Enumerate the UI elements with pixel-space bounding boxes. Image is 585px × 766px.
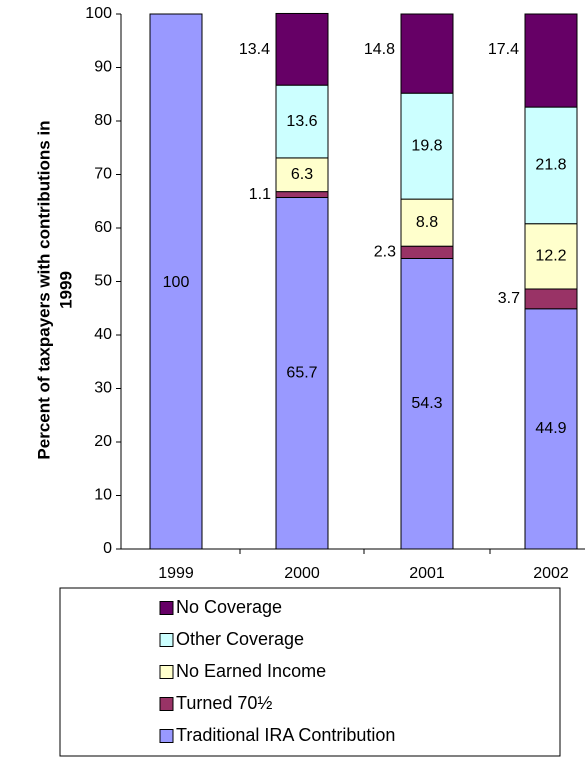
y-tick-label: 90 <box>94 59 112 76</box>
bar-segment-no-coverage-2000 <box>275 12 329 86</box>
x-tick-label: 1999 <box>158 565 194 582</box>
legend-label: No Earned Income <box>176 661 326 681</box>
bar-segment-traditional-ira-contribution-1999 <box>149 13 203 550</box>
y-tick-label: 10 <box>94 487 112 504</box>
y-tick-label: 60 <box>94 219 112 236</box>
y-tick-label: 30 <box>94 380 112 397</box>
bar-segment-traditional-ira-contribution-2002 <box>524 308 578 550</box>
x-tick-label: 2001 <box>409 565 445 582</box>
data-label: 100 <box>163 274 190 291</box>
bar-segment-turned-70--2000 <box>275 191 329 199</box>
legend-swatch <box>159 729 174 743</box>
data-label: 2.3 <box>374 244 396 261</box>
legend: No Coverage Other Coverage No Earned Incom… <box>59 587 561 757</box>
y-tick-label: 0 <box>103 540 112 557</box>
data-label: 1.1 <box>249 186 271 203</box>
y-axis-label-line-2: 1999 <box>56 271 75 309</box>
legend-label: Turned 70½ <box>176 693 272 713</box>
y-tick-label: 50 <box>94 273 112 290</box>
bar-segment-turned-70--2001 <box>400 245 454 259</box>
bar-segment-traditional-ira-contribution-2000 <box>275 197 329 550</box>
y-axis-ticks: 0 10 20 30 40 50 60 70 80 90 100 <box>85 5 121 557</box>
data-label: 17.4 <box>488 41 519 58</box>
data-label: 8.8 <box>416 214 438 231</box>
legend-label: Traditional IRA Contribution <box>176 725 395 745</box>
legend-label: No Coverage <box>176 597 282 617</box>
bar-segment-no-earned-income-2000 <box>275 157 329 193</box>
y-axis-label-line-1: Percent of taxpayers with contributions … <box>34 120 53 459</box>
bar-segment-no-coverage-2001 <box>400 13 454 94</box>
data-label: 65.7 <box>286 364 317 381</box>
axes <box>120 14 585 550</box>
bar-segment-other-coverage-2000 <box>275 84 329 159</box>
data-label: 3.7 <box>498 290 520 307</box>
data-label: 13.4 <box>239 41 270 58</box>
legend-swatch <box>159 633 174 647</box>
x-tick-label: 2002 <box>533 565 569 582</box>
y-tick-label: 80 <box>94 112 112 129</box>
data-label: 13.6 <box>286 113 317 130</box>
data-label: 19.8 <box>411 137 442 154</box>
legend-swatch <box>159 665 174 679</box>
legend-swatch <box>159 697 174 711</box>
data-label: 21.8 <box>535 157 566 174</box>
bar-segment-turned-70--2002 <box>524 288 578 310</box>
bars <box>149 12 578 550</box>
x-axis-ticks: 1999 2000 2001 2002 <box>158 549 569 582</box>
data-label: 12.2 <box>535 248 566 265</box>
bar-segment-traditional-ira-contribution-2001 <box>400 257 454 550</box>
bar-segment-no-earned-income-2002 <box>524 223 578 290</box>
y-tick-label: 100 <box>85 5 112 22</box>
data-label: 44.9 <box>535 420 566 437</box>
data-labels: 100 65.7 1.1 6.3 13.6 13.4 54.3 2.3 8.8 19.8 14.8 4… <box>163 41 567 437</box>
legend-box <box>59 587 561 757</box>
bar-segment-no-coverage-2002 <box>524 13 578 108</box>
y-axis-label: Percent of taxpayers with contributions … <box>34 120 75 459</box>
y-tick-label: 40 <box>94 326 112 343</box>
data-label: 6.3 <box>291 166 313 183</box>
legend-label: Other Coverage <box>176 629 304 649</box>
y-tick-label: 70 <box>94 166 112 183</box>
data-label: 54.3 <box>411 395 442 412</box>
x-tick-label: 2000 <box>284 565 320 582</box>
data-label: 14.8 <box>364 41 395 58</box>
legend-swatch <box>159 601 174 615</box>
y-tick-label: 20 <box>94 433 112 450</box>
bar-segment-other-coverage-2002 <box>524 106 578 225</box>
